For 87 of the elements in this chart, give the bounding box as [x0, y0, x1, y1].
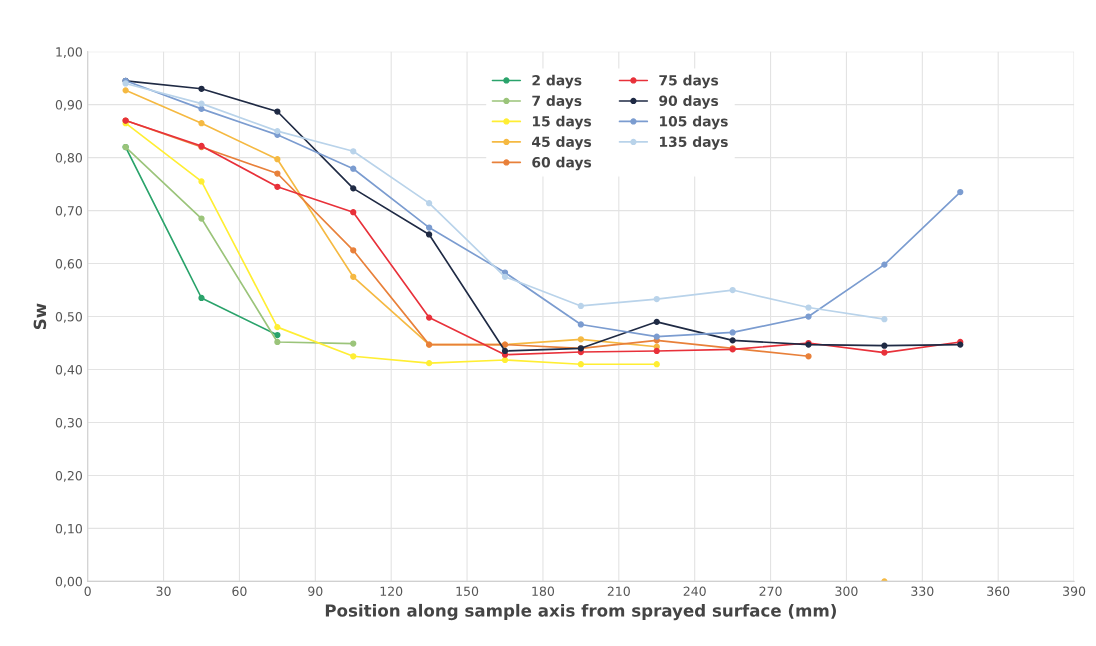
point: [881, 342, 888, 349]
point: [881, 261, 888, 268]
point: [881, 316, 888, 323]
point: [577, 361, 585, 368]
point: [577, 321, 585, 328]
point: [653, 333, 660, 340]
point: [350, 340, 357, 347]
point: [350, 148, 357, 155]
point: [426, 224, 433, 231]
legend-label: 7 days: [532, 95, 582, 109]
point: [350, 273, 357, 280]
y-axis-title: Sw: [33, 303, 47, 330]
point: [805, 313, 812, 320]
x-tick-label: 330: [911, 586, 934, 596]
point: [198, 105, 205, 113]
point: [274, 183, 281, 190]
point: [198, 215, 205, 222]
point: [426, 200, 433, 207]
legend-label: 105 days: [659, 115, 728, 130]
point: [274, 108, 281, 115]
point: [653, 361, 660, 368]
y-tick-label: 1,00: [56, 47, 82, 58]
legend-label: 2 days: [532, 74, 582, 89]
legend-label: 15 days: [532, 115, 592, 130]
point: [426, 231, 433, 238]
point: [653, 295, 660, 303]
point: [501, 273, 509, 280]
x-tick-label: 270: [759, 586, 782, 596]
y-tick-label: 0,70: [55, 206, 82, 217]
point: [198, 100, 205, 107]
x-tick-label: 0: [84, 586, 91, 596]
point: [501, 347, 509, 355]
point: [198, 294, 205, 302]
y-tick-label: 0,40: [55, 364, 82, 376]
y-tick-label: 0,10: [55, 523, 82, 535]
x-tick-label: 30: [156, 586, 171, 596]
legend-label: 45 days: [532, 136, 592, 150]
point: [350, 185, 357, 192]
y-tick-label: 0,00: [55, 576, 82, 588]
y-tick-label: 0,60: [55, 259, 82, 270]
y-tick-label: 0,50: [55, 312, 82, 323]
x-tick-label: 90: [308, 586, 323, 596]
x-tick-label: 120: [380, 586, 403, 596]
y-tick-label: 0,90: [55, 100, 82, 111]
point: [198, 120, 205, 127]
x-tick-label: 210: [607, 586, 630, 596]
x-tick-label: 360: [987, 586, 1010, 596]
point: [653, 347, 660, 355]
x-tick-label: 240: [683, 586, 706, 596]
x-tick-label: 180: [532, 586, 555, 596]
point: [501, 356, 509, 364]
point: [122, 87, 129, 94]
x-axis-title: Position along sample axis from sprayed surface (mm): [325, 603, 836, 621]
point: [957, 188, 964, 196]
point: [729, 329, 736, 336]
x-tick-label: 390: [1063, 586, 1086, 596]
point: [653, 318, 660, 325]
y-tick-label: 0,20: [55, 470, 82, 482]
point: [274, 156, 281, 163]
point: [426, 314, 433, 321]
legend-label: 135 days: [659, 136, 728, 150]
point: [729, 286, 736, 294]
point: [350, 247, 357, 254]
x-tick-label: 60: [232, 586, 247, 596]
point: [350, 209, 357, 216]
point: [805, 304, 812, 311]
legend-label: 90 days: [659, 95, 719, 109]
point: [426, 360, 433, 367]
point: [274, 331, 281, 339]
legend-label: 75 days: [659, 74, 719, 89]
point: [881, 349, 888, 356]
point: [274, 324, 281, 331]
point: [729, 337, 736, 344]
point: [350, 353, 357, 360]
point: [274, 170, 281, 177]
point: [198, 85, 205, 92]
point: [805, 353, 812, 360]
y-tick-label: 0,80: [55, 153, 82, 164]
x-tick-label: 150: [456, 586, 479, 596]
y-tick-label: 0,30: [55, 417, 82, 429]
point: [577, 336, 585, 343]
point: [577, 302, 585, 310]
point: [198, 178, 205, 185]
point: [350, 165, 357, 172]
x-tick-label: 300: [835, 586, 858, 596]
point: [274, 338, 281, 346]
legend-label: 60 days: [532, 156, 592, 171]
